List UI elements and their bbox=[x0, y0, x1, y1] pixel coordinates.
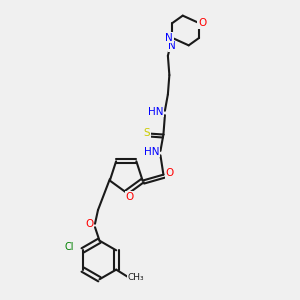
Text: HN: HN bbox=[148, 106, 164, 117]
Text: HN: HN bbox=[144, 147, 159, 157]
Text: Cl: Cl bbox=[64, 242, 74, 252]
Text: S: S bbox=[144, 128, 150, 138]
Text: O: O bbox=[85, 219, 94, 229]
Text: N: N bbox=[169, 41, 176, 51]
Text: N: N bbox=[166, 33, 173, 43]
Text: O: O bbox=[125, 192, 133, 202]
Text: O: O bbox=[165, 168, 173, 178]
Text: CH₃: CH₃ bbox=[127, 273, 144, 282]
Text: O: O bbox=[198, 18, 206, 28]
